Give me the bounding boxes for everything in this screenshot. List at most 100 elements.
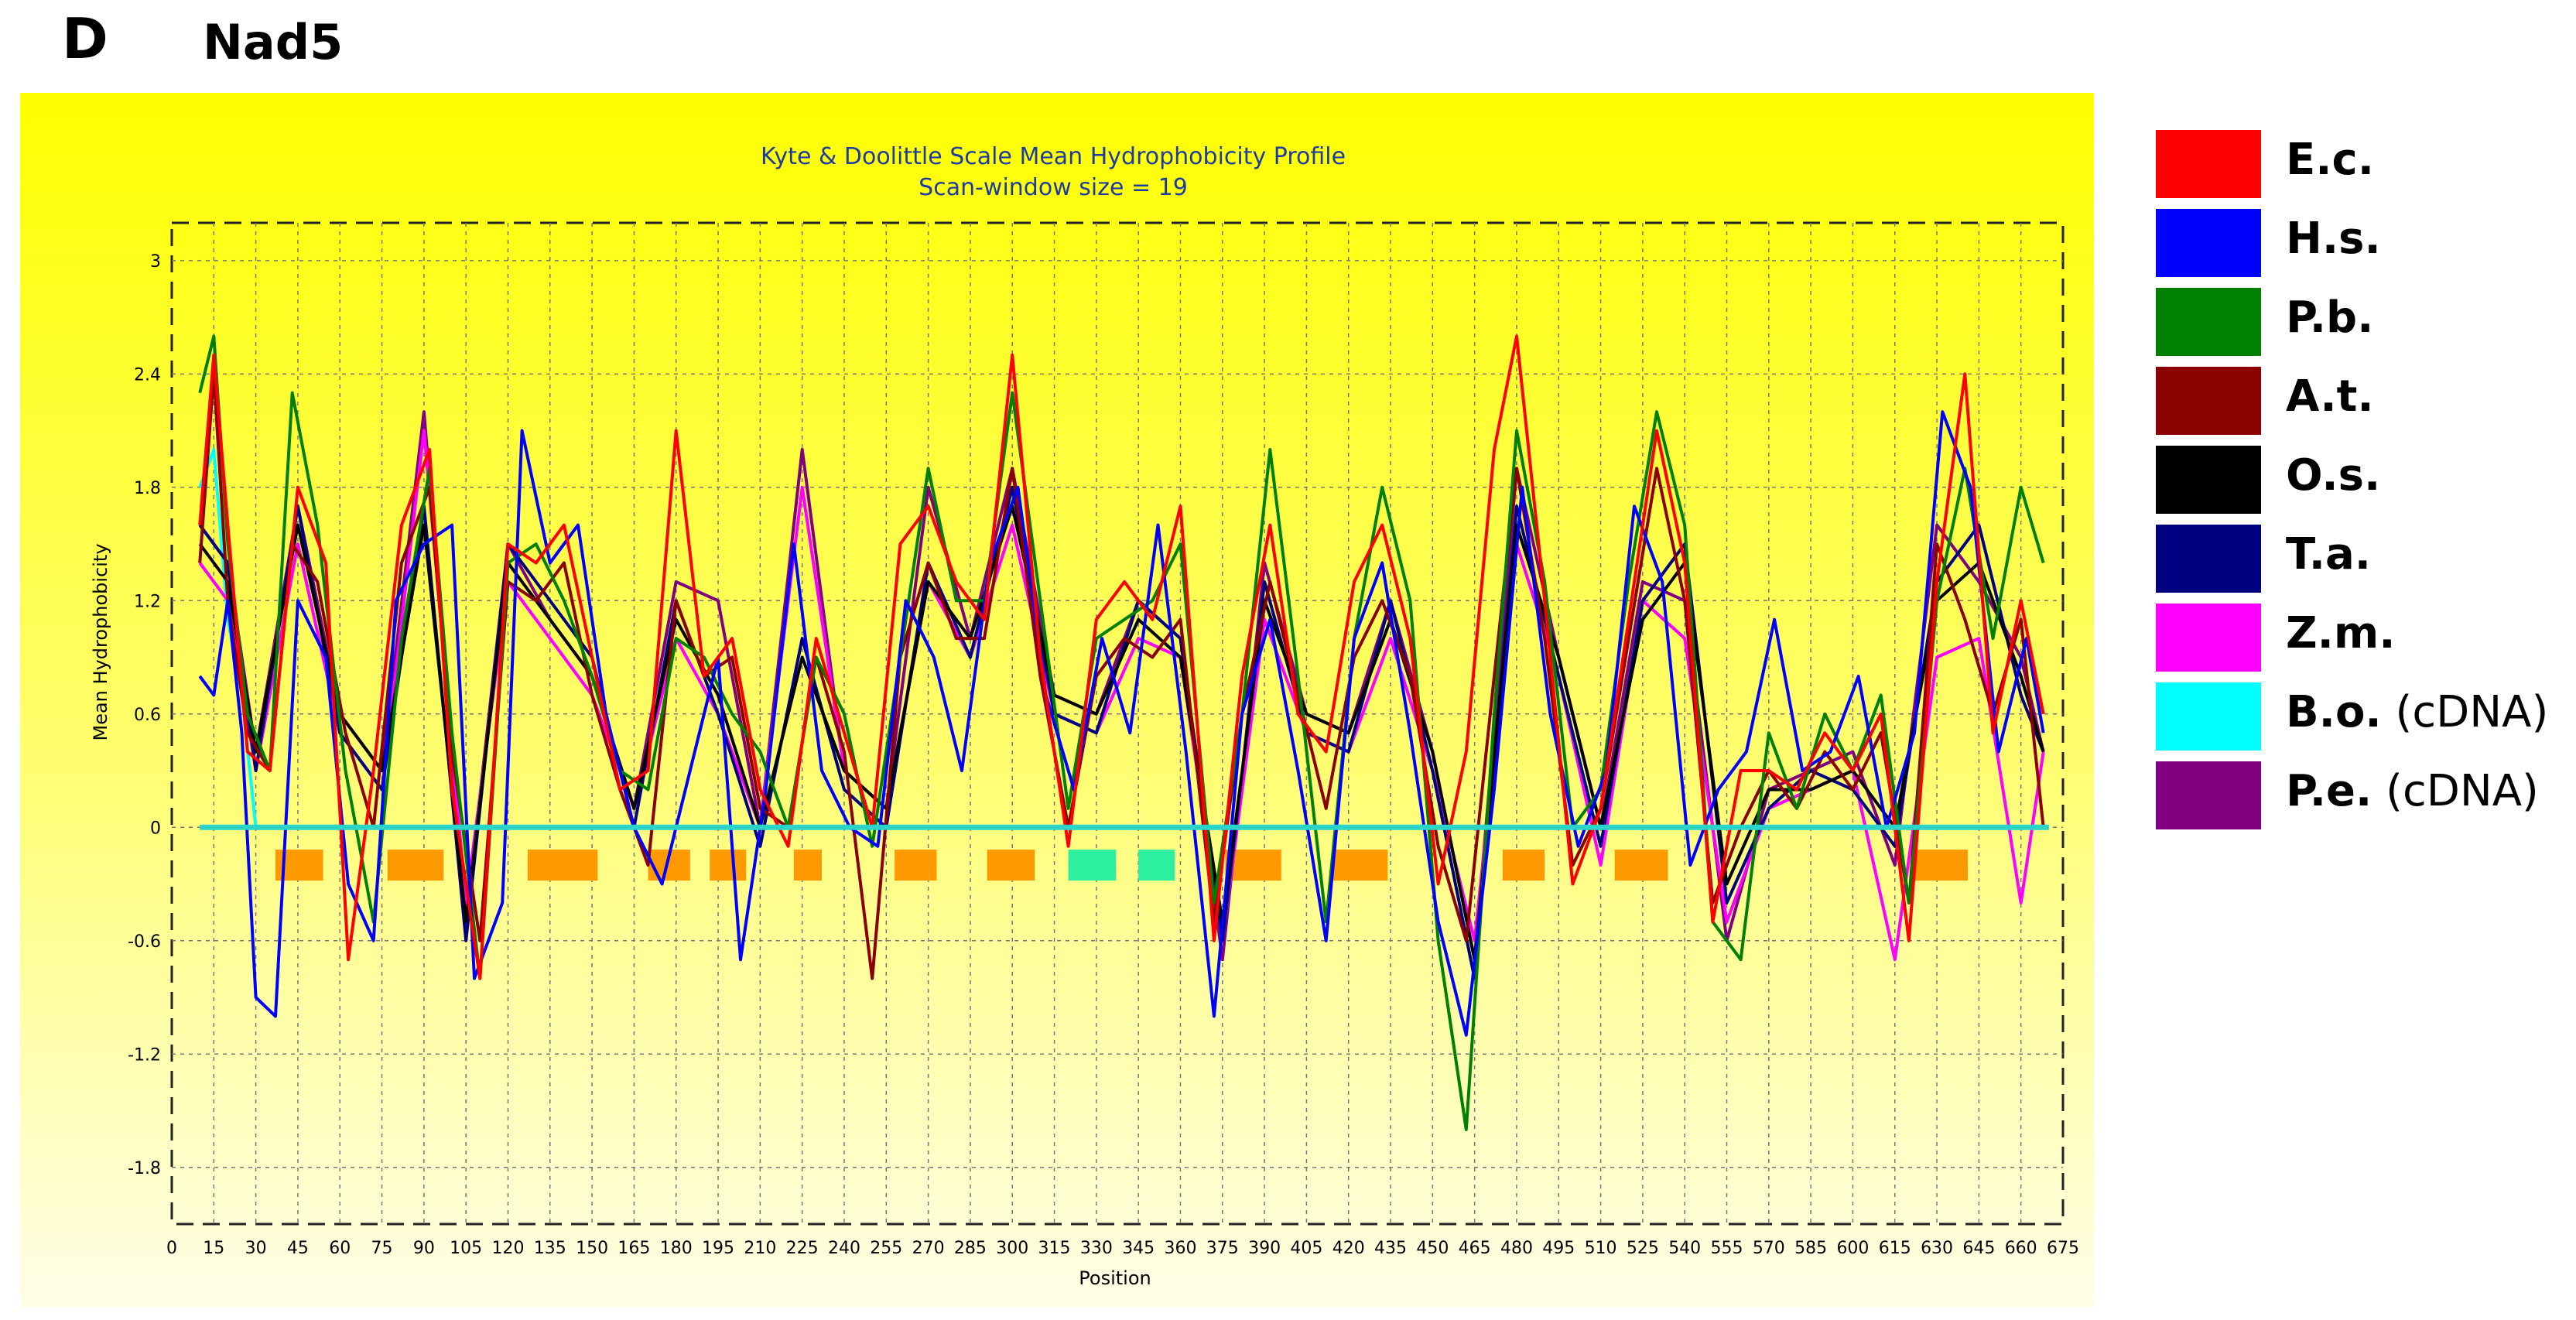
legend-item: Z.m. (2156, 604, 2558, 675)
y-tick-label: 3 (150, 252, 161, 272)
x-tick-label: 600 (1836, 1239, 1869, 1258)
x-tick-label: 555 (1711, 1239, 1743, 1258)
tm-segment-bar (527, 850, 598, 881)
x-tick-label: 180 (660, 1239, 693, 1258)
legend-abbr: Z.m. (2286, 608, 2396, 658)
legend-label: H.s. (2286, 214, 2381, 264)
x-tick-label: 390 (1248, 1239, 1281, 1258)
x-tick-label: 45 (287, 1239, 309, 1258)
x-tick-label: 315 (1038, 1239, 1071, 1258)
legend-abbr: H.s. (2286, 214, 2381, 264)
legend-item: A.t. (2156, 367, 2558, 438)
legend-abbr: E.c. (2286, 135, 2374, 185)
x-tick-label: 585 (1794, 1239, 1827, 1258)
y-tick-label: -1.8 (128, 1159, 161, 1178)
x-tick-label: 120 (491, 1239, 524, 1258)
legend-abbr: P.e. (2286, 766, 2372, 816)
chart-title: Kyte & Doolittle Scale Mean Hydrophobici… (761, 143, 1346, 170)
legend-swatch (2156, 209, 2261, 277)
x-tick-label: 210 (744, 1239, 776, 1258)
legend-swatch (2156, 682, 2261, 751)
x-tick-label: 540 (1668, 1239, 1701, 1258)
x-tick-label: 225 (786, 1239, 819, 1258)
x-tick-label: 675 (2047, 1239, 2079, 1258)
hydrophobicity-chart: Kyte & Doolittle Scale Mean Hydrophobici… (20, 93, 2094, 1308)
y-tick-label: 1.8 (134, 479, 161, 498)
x-tick-label: 165 (617, 1239, 650, 1258)
panel-letter: D (62, 6, 108, 71)
legend-label: O.s. (2286, 450, 2380, 501)
series-line-pb (198, 334, 2045, 1131)
legend-item: T.a. (2156, 525, 2558, 596)
y-tick-label: 1.2 (134, 592, 161, 611)
x-tick-label: 525 (1627, 1239, 1659, 1258)
x-tick-label: 495 (1542, 1239, 1575, 1258)
series-line-os (198, 504, 2045, 962)
legend-swatch (2156, 367, 2261, 435)
y-tick-label: 0 (150, 819, 161, 838)
legend-label: P.b. (2286, 292, 2373, 343)
x-tick-label: 405 (1290, 1239, 1322, 1258)
tm-segment-bar (987, 850, 1035, 881)
x-tick-label: 615 (1879, 1239, 1911, 1258)
series-line-ec (198, 334, 2045, 980)
tm-segment-bar (895, 850, 937, 881)
legend-abbr: B.o. (2286, 687, 2382, 737)
x-tick-label: 360 (1164, 1239, 1196, 1258)
tm-segment-bar (1068, 850, 1117, 881)
x-tick-label: 300 (996, 1239, 1028, 1258)
legend-swatch (2156, 525, 2261, 593)
x-tick-label: 150 (576, 1239, 608, 1258)
x-tick-label: 435 (1374, 1239, 1407, 1258)
x-tick-label: 630 (1921, 1239, 1953, 1258)
x-tick-label: 660 (2005, 1239, 2037, 1258)
legend-item: H.s. (2156, 209, 2558, 280)
legend-label: B.o. (cDNA) (2286, 687, 2548, 737)
x-axis-label: Position (1079, 1267, 1151, 1289)
legend-item: B.o. (cDNA) (2156, 682, 2558, 754)
y-tick-label: -1.2 (128, 1045, 161, 1065)
legend-abbr: A.t. (2286, 371, 2374, 422)
y-axis-label: Mean Hydrophobicity (90, 543, 111, 740)
x-tick-label: 480 (1500, 1239, 1533, 1258)
tm-segment-bar (1614, 850, 1668, 881)
x-tick-label: 285 (954, 1239, 987, 1258)
tm-segment-bar (710, 850, 747, 881)
x-tick-label: 75 (371, 1239, 393, 1258)
legend-note: (cDNA) (2372, 766, 2539, 816)
x-tick-label: 15 (203, 1239, 224, 1258)
legend-swatch (2156, 288, 2261, 356)
x-tick-label: 270 (912, 1239, 945, 1258)
legend-item: E.c. (2156, 130, 2558, 201)
tm-segment-bar (1502, 850, 1545, 881)
legend-item: O.s. (2156, 446, 2558, 517)
legend-label: E.c. (2286, 135, 2374, 185)
grid (170, 221, 2065, 1226)
legend-item: P.e. (cDNA) (2156, 761, 2558, 833)
legend-swatch (2156, 761, 2261, 829)
x-tick-label: 375 (1206, 1239, 1239, 1258)
legend-note: (cDNA) (2381, 687, 2549, 737)
legend-abbr: T.a. (2286, 529, 2372, 580)
x-tick-label: 195 (702, 1239, 734, 1258)
x-tick-label: 645 (1962, 1239, 1995, 1258)
x-tick-label: 345 (1122, 1239, 1155, 1258)
x-tick-label: 450 (1416, 1239, 1449, 1258)
tm-segment-bar (1331, 850, 1388, 881)
x-tick-label: 420 (1332, 1239, 1365, 1258)
x-tick-label: 510 (1585, 1239, 1617, 1258)
x-tick-label: 240 (828, 1239, 860, 1258)
legend-swatch (2156, 446, 2261, 514)
legend-label: A.t. (2286, 371, 2374, 422)
tm-segments (275, 850, 1968, 881)
tm-segment-bar (1914, 850, 1968, 881)
legend-label: P.e. (cDNA) (2286, 766, 2539, 816)
y-tick-label: 0.6 (134, 706, 161, 725)
legend-abbr: O.s. (2286, 450, 2381, 501)
legend-swatch (2156, 130, 2261, 198)
x-tick-label: 255 (870, 1239, 902, 1258)
legend-abbr: P.b. (2286, 292, 2374, 343)
tm-segment-bar (793, 850, 823, 881)
tick-labels: 0 15 30 45 60 75 90 105 120 135 150 165 180 195 210 225… (128, 252, 2079, 1258)
y-tick-label: -0.6 (128, 932, 161, 952)
